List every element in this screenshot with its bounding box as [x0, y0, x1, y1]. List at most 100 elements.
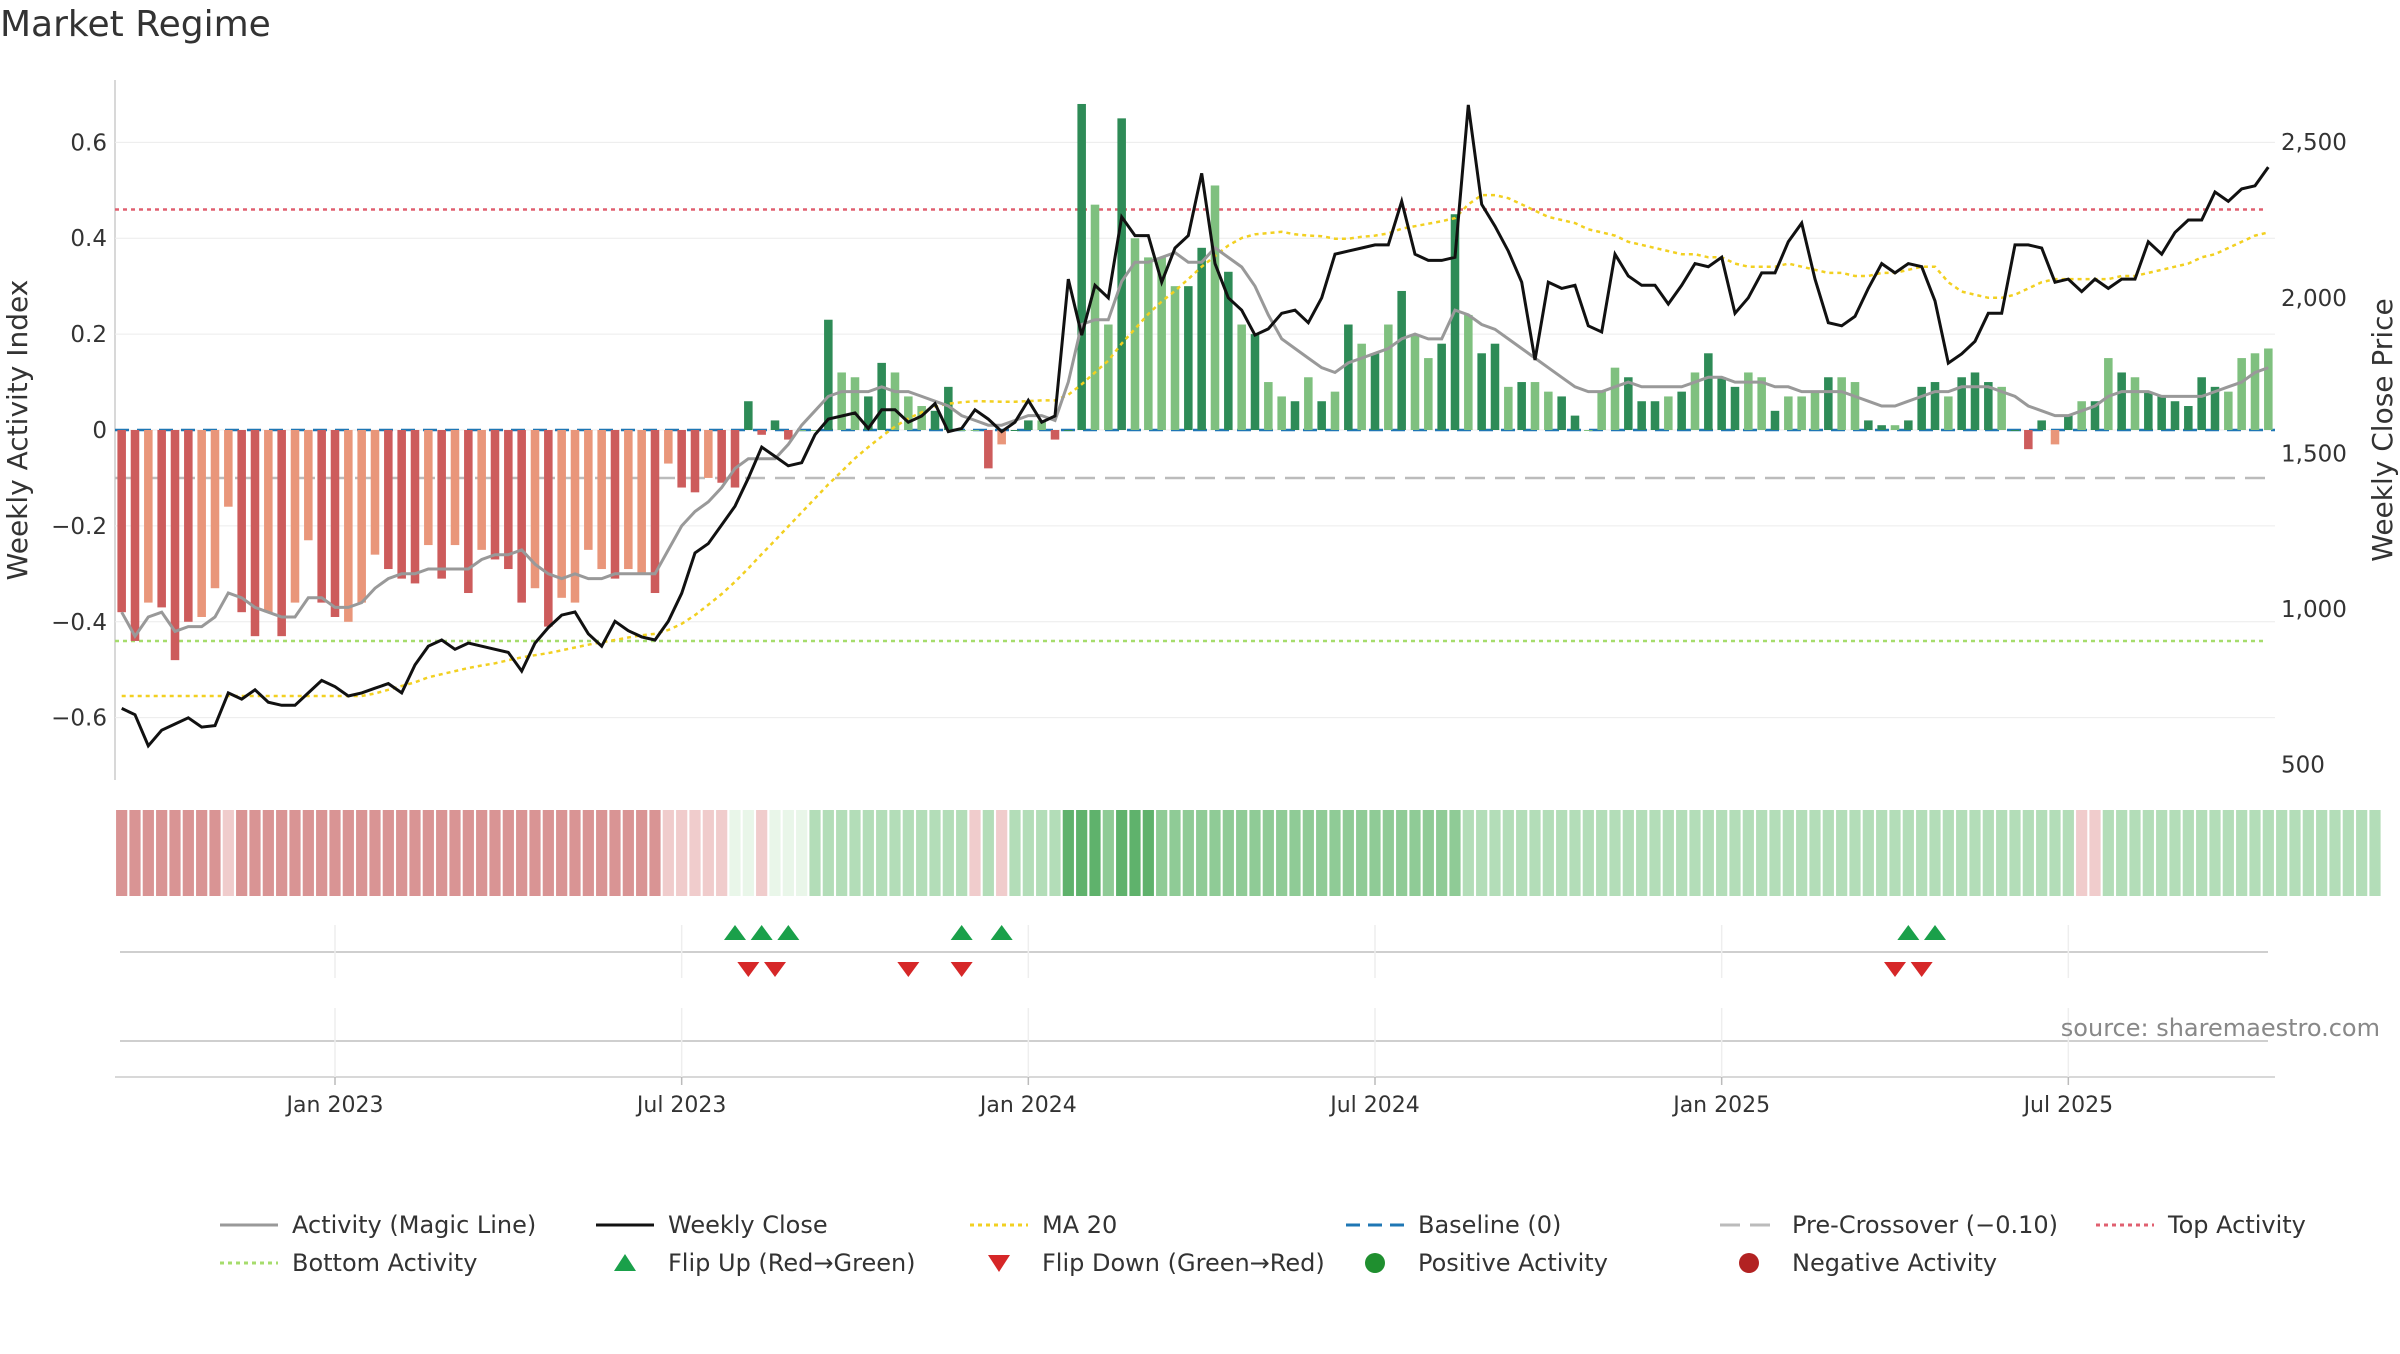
activity-bar — [2144, 391, 2153, 430]
regime-strip-cell — [1196, 810, 1208, 896]
legend-swatch — [1365, 1253, 1385, 1273]
regime-strip-cell — [929, 810, 941, 896]
activity-bar — [2024, 430, 2033, 450]
activity-bar — [2264, 348, 2273, 430]
regime-strip-cell — [1622, 810, 1634, 896]
activity-bar — [1077, 103, 1086, 431]
activity-bar — [1237, 324, 1246, 430]
activity-bar — [1624, 377, 1633, 430]
regime-strip-cell — [636, 810, 648, 896]
activity-bar — [784, 430, 793, 440]
activity-bar — [530, 430, 540, 589]
regime-strip-cell — [1676, 810, 1688, 896]
activity-bar — [1784, 396, 1793, 430]
flip-down-marker — [1884, 962, 1906, 977]
regime-strip-cell — [369, 810, 381, 896]
activity-bar — [397, 430, 406, 579]
regime-strip-cell — [2236, 810, 2248, 896]
regime-strip-cell — [2342, 810, 2354, 896]
activity-bar — [1584, 430, 1593, 431]
regime-strip-cell — [662, 810, 674, 896]
flip-up-marker — [777, 925, 800, 940]
regime-strip-cell — [2316, 810, 2328, 896]
activity-bar — [850, 377, 860, 430]
y-right-tick-label: 2,500 — [2281, 130, 2347, 156]
activity-bar — [2184, 406, 2193, 430]
regime-strip-cell — [1636, 810, 1648, 896]
regime-strip-cell — [1169, 810, 1181, 896]
regime-strip-cell — [1089, 810, 1101, 896]
regime-strip-cell — [1276, 810, 1288, 896]
activity-bar — [597, 430, 606, 570]
regime-strip-cell — [1502, 810, 1514, 896]
regime-strip-cell — [2196, 810, 2208, 896]
regime-strip-cell — [142, 810, 154, 896]
x-tick-label: Jul 2023 — [635, 1093, 727, 1118]
activity-bar — [1184, 286, 1193, 430]
regime-strip-cell — [2156, 810, 2168, 896]
regime-strip-cell — [1102, 810, 1114, 896]
activity-bar — [704, 430, 713, 478]
activity-bar — [490, 430, 500, 560]
activity-bar — [997, 430, 1006, 445]
activity-bar — [1397, 290, 1406, 430]
activity-bar — [1357, 343, 1366, 430]
regime-strip-cell — [1942, 810, 1954, 896]
regime-strip-cell — [1262, 810, 1274, 896]
activity-bar — [2237, 358, 2246, 430]
regime-strip-cell — [1316, 810, 1328, 896]
activity-bar — [250, 430, 260, 637]
regime-strip-cell — [2089, 810, 2101, 896]
regime-strip-cell — [1689, 810, 1701, 896]
activity-bar — [1277, 396, 1286, 430]
regime-strip-cell — [2329, 810, 2341, 896]
regime-strip-cell — [422, 810, 434, 896]
flip-up-marker — [1897, 925, 1920, 940]
regime-strip-cell — [1716, 810, 1728, 896]
regime-strip-cell — [2222, 810, 2234, 896]
activity-bar — [930, 410, 940, 430]
activity-bar — [1010, 430, 1020, 431]
y-left-tick-label: −0.4 — [51, 610, 107, 636]
x-tick-label: Jan 2024 — [978, 1093, 1077, 1118]
legend-label: Weekly Close — [668, 1211, 828, 1239]
activity-bar — [144, 430, 153, 603]
activity-bar — [864, 396, 873, 430]
activity-bar — [1704, 353, 1713, 430]
activity-bar — [1024, 420, 1033, 430]
regime-strip-cell — [1996, 810, 2008, 896]
flip-down-marker — [897, 962, 920, 977]
activity-bar — [264, 430, 273, 613]
regime-strip-cell — [2356, 810, 2368, 896]
regime-strip-cell — [1822, 810, 1834, 896]
legend-swatch — [988, 1255, 1010, 1272]
regime-strip-cell — [222, 810, 234, 896]
regime-strip-cell — [1849, 810, 1861, 896]
activity-bar — [2157, 396, 2166, 430]
regime-strip-cell — [1596, 810, 1608, 896]
activity-bar — [1970, 372, 1980, 430]
activity-bar — [1264, 382, 1273, 430]
flip-up-marker — [950, 925, 973, 940]
activity-bar — [1677, 391, 1686, 430]
regime-strip-cell — [249, 810, 261, 896]
regime-strip-cell — [529, 810, 541, 896]
activity-bar — [1544, 391, 1553, 430]
activity-bar — [570, 430, 580, 603]
regime-strip-cell — [1556, 810, 1568, 896]
activity-bar — [1370, 353, 1380, 430]
activity-bar — [2250, 353, 2260, 430]
legend-label: Top Activity — [2167, 1211, 2306, 1239]
activity-bar — [2037, 420, 2046, 430]
activity-bar — [517, 430, 526, 603]
regime-strip-cell — [836, 810, 848, 896]
regime-strip-cell — [1116, 810, 1128, 896]
activity-bar — [744, 401, 753, 430]
y-left-tick-label: 0.6 — [70, 130, 107, 156]
activity-bar — [770, 420, 780, 430]
regime-strip-cell — [2289, 810, 2301, 896]
activity-bar — [1730, 386, 1740, 430]
regime-strip-cell — [236, 810, 248, 896]
activity-bar — [1797, 396, 1806, 430]
activity-bar — [610, 430, 620, 579]
